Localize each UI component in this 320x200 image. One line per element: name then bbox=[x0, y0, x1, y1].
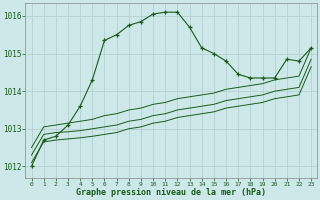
X-axis label: Graphe pression niveau de la mer (hPa): Graphe pression niveau de la mer (hPa) bbox=[76, 188, 266, 197]
